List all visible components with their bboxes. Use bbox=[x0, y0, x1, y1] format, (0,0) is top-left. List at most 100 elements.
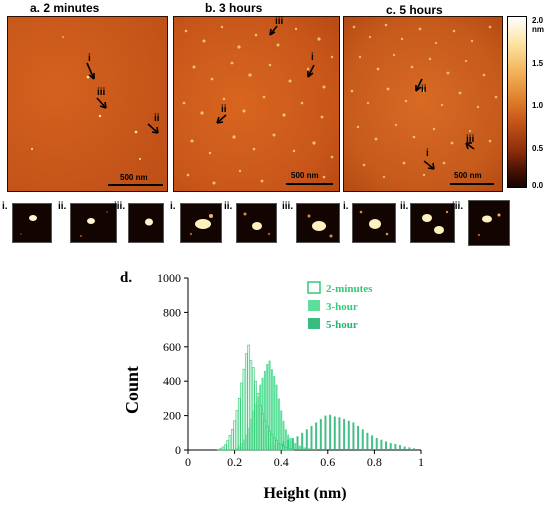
bar-2-minutes bbox=[265, 425, 269, 451]
y-tick-label: 1000 bbox=[157, 271, 181, 285]
inset-b-ii bbox=[236, 203, 277, 243]
bar-5-hour bbox=[343, 419, 346, 450]
inset-c-i bbox=[352, 203, 396, 243]
bar-2-minutes bbox=[254, 380, 257, 451]
inset-label: ii. bbox=[224, 201, 233, 212]
legend-swatch-3-hour bbox=[308, 300, 320, 311]
marker-ii-label: ii bbox=[154, 113, 160, 124]
particle-texture bbox=[350, 23, 498, 179]
bar-5-hour bbox=[394, 443, 397, 450]
y-tick-label: 200 bbox=[163, 409, 181, 423]
bar-3-hour bbox=[303, 447, 306, 450]
bar-3-hour bbox=[284, 429, 287, 450]
bar-2-minutes bbox=[219, 448, 222, 451]
x-tick-label: 1 bbox=[418, 455, 424, 469]
scale-bar-label: 500 nm bbox=[120, 173, 148, 182]
bar-2-minutes bbox=[289, 448, 292, 451]
bar-3-hour bbox=[308, 448, 311, 450]
x-tick-label: 0.2 bbox=[227, 455, 242, 469]
inset-label: i. bbox=[2, 201, 8, 212]
bar-5-hour bbox=[389, 443, 392, 450]
bar-2-minutes bbox=[237, 398, 241, 451]
bar-2-minutes bbox=[247, 344, 250, 451]
colorbar-label-1-0: 1.0 bbox=[532, 101, 544, 110]
bar-3-hour bbox=[296, 444, 299, 450]
marker-i-label: i bbox=[311, 52, 314, 63]
bar-2-minutes bbox=[258, 404, 262, 451]
inset-label: ii. bbox=[58, 201, 67, 212]
panel-a-title: a. 2 minutes bbox=[30, 1, 100, 15]
tick-labels: 0 0.2 0.4 0.6 0.8 1 0 200 400 600 800 1000 bbox=[157, 271, 424, 469]
bar-5-hour bbox=[361, 429, 364, 450]
bar-5-hour bbox=[338, 417, 341, 450]
bar-5-hour bbox=[403, 446, 406, 450]
marker-i-label: i bbox=[426, 148, 429, 159]
x-tick-label: 0.4 bbox=[274, 455, 289, 469]
bar-2-minutes bbox=[291, 449, 295, 451]
bar-5-hour bbox=[315, 422, 318, 450]
bar-5-hour bbox=[375, 437, 378, 450]
bar-3-hour bbox=[275, 384, 278, 450]
colorbar-label-2-0: 2.0 nm bbox=[532, 16, 544, 34]
panel-b-title: b. 3 hours bbox=[205, 1, 263, 15]
bar-5-hour bbox=[357, 425, 360, 450]
legend-label-5-hour: 5-hour bbox=[326, 319, 358, 331]
x-tick-label: 0 bbox=[185, 455, 191, 469]
bar-2-minutes bbox=[251, 367, 255, 451]
inset-b-iii bbox=[296, 203, 340, 243]
marker-i-label: i bbox=[88, 53, 91, 64]
bar-2-minutes bbox=[261, 413, 264, 451]
inset-a-iii bbox=[128, 203, 164, 243]
bar-3-hour bbox=[291, 440, 294, 450]
legend-swatch-2-minutes bbox=[307, 281, 321, 294]
bar-2-minutes bbox=[216, 449, 220, 451]
bar-3-hour bbox=[273, 376, 276, 450]
bar-5-hour bbox=[380, 439, 383, 450]
legend-label-3-hour: 3-hour bbox=[326, 301, 358, 313]
bar-3-hour bbox=[310, 448, 313, 450]
bar-3-hour bbox=[289, 437, 292, 450]
panel-d-label: d. bbox=[120, 270, 132, 286]
inset-c-ii bbox=[410, 203, 455, 243]
bar-5-hour bbox=[408, 447, 411, 450]
height-colorbar bbox=[507, 16, 527, 188]
bar-3-hour bbox=[282, 420, 285, 450]
particle-thumb bbox=[243, 212, 271, 236]
bar-2-minutes bbox=[240, 382, 243, 451]
bar-3-hour bbox=[298, 445, 301, 450]
inset-a-i bbox=[12, 203, 52, 243]
particle-thumb bbox=[477, 213, 501, 237]
legend: 2-minutes 3-hour 5-hour bbox=[307, 281, 373, 331]
bar-5-hour bbox=[301, 432, 304, 450]
inset-a-ii bbox=[70, 203, 117, 243]
particle-thumb bbox=[189, 214, 213, 236]
bar-2-minutes bbox=[272, 437, 276, 451]
inset-label: iii. bbox=[282, 201, 294, 212]
bar-5-hour bbox=[371, 435, 374, 450]
bars bbox=[216, 344, 420, 451]
bar-2-minutes bbox=[284, 447, 288, 451]
bar-5-hour bbox=[333, 416, 336, 450]
x-tick-label: 0.6 bbox=[320, 455, 335, 469]
y-tick-label: 600 bbox=[163, 340, 181, 354]
afm-image-3-hours: iii i ii 500 nm bbox=[173, 16, 340, 192]
bar-2-minutes bbox=[230, 429, 234, 451]
bar-2-minutes bbox=[263, 420, 267, 451]
particle-thumb bbox=[145, 218, 153, 226]
bar-3-hour bbox=[305, 447, 308, 450]
bar-2-minutes bbox=[226, 440, 229, 451]
bar-3-hour bbox=[294, 443, 297, 450]
marker-iii-label: iii bbox=[466, 134, 475, 145]
inset-label: ii. bbox=[400, 201, 409, 212]
colorbar-label-0-0: 0.0 bbox=[532, 181, 544, 190]
legend-label-2-minutes: 2-minutes bbox=[326, 283, 373, 295]
particle-thumb bbox=[359, 210, 389, 236]
bar-5-hour bbox=[366, 432, 369, 450]
bar-3-hour bbox=[277, 398, 280, 450]
bar-2-minutes bbox=[279, 444, 283, 451]
bar-3-hour bbox=[263, 370, 266, 450]
arrows-overlay bbox=[31, 36, 159, 160]
bar-3-hour bbox=[312, 448, 315, 450]
inset-label: iii. bbox=[452, 201, 464, 212]
bar-2-minutes bbox=[256, 392, 260, 451]
